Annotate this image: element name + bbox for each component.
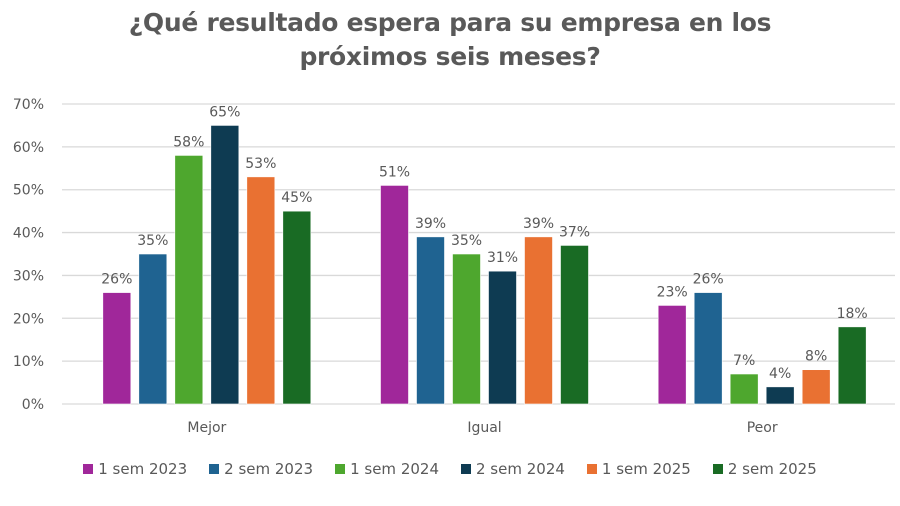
chart-title-line-2: próximos seis meses? (299, 42, 601, 71)
legend-item: 1 sem 2023 (83, 460, 187, 478)
data-label: 45% (281, 190, 312, 206)
y-tick-label: 0% (22, 397, 44, 413)
bar (488, 270, 517, 405)
bar (246, 176, 276, 405)
legend-item: 2 sem 2025 (712, 460, 817, 478)
legend-swatch (335, 464, 346, 474)
bar (524, 236, 553, 405)
y-tick-label: 50% (13, 183, 44, 199)
legend-swatch (586, 464, 597, 474)
data-labels: 26% 35% 58% 65% 53% 45% 51% 39% 35% 31% 39% 37% 23% 2… (101, 104, 867, 381)
bar (210, 125, 240, 405)
bar (657, 305, 687, 405)
data-label: 31% (487, 250, 518, 266)
bar (729, 373, 759, 405)
data-label: 65% (209, 104, 240, 120)
bar (837, 326, 867, 405)
data-label: 35% (451, 233, 482, 249)
data-label: 26% (693, 272, 724, 288)
y-axis: 0% 10% 20% 30% 40% 50% 60% 70% (13, 97, 44, 413)
x-category-label: Peor (747, 420, 778, 436)
legend-swatch (83, 464, 94, 474)
bar (693, 292, 723, 405)
legend-label: 2 sem 2023 (224, 460, 314, 478)
bar (102, 292, 132, 405)
legend-item: 2 sem 2023 (209, 460, 313, 478)
data-label: 23% (657, 284, 688, 300)
y-tick-label: 30% (13, 268, 44, 284)
data-label: 51% (379, 164, 410, 180)
data-label: 18% (837, 306, 868, 322)
x-category-label: Igual (467, 420, 501, 436)
y-tick-label: 70% (13, 97, 44, 113)
legend-label: 2 sem 2025 (727, 460, 817, 478)
bar (801, 369, 831, 405)
data-label: 8% (805, 349, 827, 365)
data-label: 58% (173, 134, 204, 150)
bar (452, 253, 481, 405)
y-tick-label: 20% (13, 311, 44, 327)
chart-title-line-1: ¿Qué resultado espera para su empresa en… (128, 8, 772, 37)
legend-item: 1 sem 2024 (335, 460, 439, 478)
bar (765, 386, 795, 405)
data-label: 53% (245, 156, 276, 172)
y-tick-label: 40% (13, 226, 44, 242)
legend-label: 1 sem 2024 (350, 460, 439, 478)
bar (282, 210, 312, 405)
legend-swatch (461, 464, 471, 474)
data-label: 39% (523, 216, 554, 232)
y-tick-label: 60% (13, 140, 44, 156)
y-tick-label: 10% (13, 354, 44, 370)
data-label: 39% (415, 216, 446, 232)
data-label: 26% (101, 272, 132, 288)
data-label: 35% (137, 233, 168, 249)
x-category-label: Mejor (187, 420, 226, 436)
bars (102, 125, 867, 405)
bar (138, 253, 168, 405)
x-axis: Mejor Igual Peor (187, 420, 777, 436)
chart-title: ¿Qué resultado espera para su empresa en… (0, 6, 900, 74)
legend-item: 1 sem 2025 (586, 460, 691, 478)
data-label: 37% (559, 224, 590, 240)
legend-label: 1 sem 2023 (98, 460, 188, 478)
data-label: 7% (733, 353, 755, 369)
data-label: 4% (769, 366, 791, 382)
bar (380, 185, 409, 405)
legend-swatch (209, 464, 220, 474)
bar (416, 236, 445, 405)
legend-item: 2 sem 2024 (461, 460, 565, 478)
legend-swatch (712, 464, 723, 474)
legend-label: 2 sem 2024 (476, 460, 565, 478)
legend: 1 sem 2023 2 sem 2023 1 sem 2024 2 sem 2024… (0, 460, 900, 478)
legend-label: 1 sem 2025 (601, 460, 691, 478)
bar (560, 245, 589, 405)
bar (174, 155, 204, 405)
